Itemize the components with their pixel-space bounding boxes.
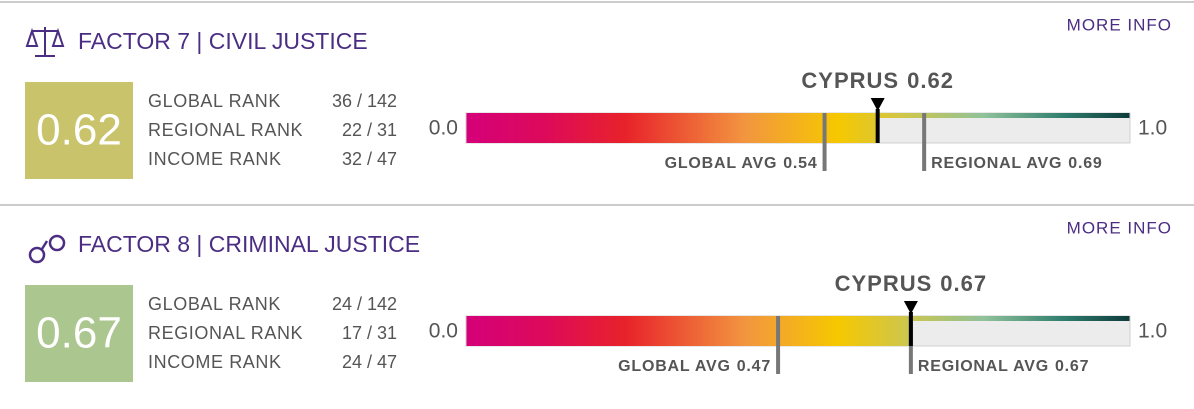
score-value: 0.67	[36, 309, 122, 358]
country-score: 0.62	[907, 68, 954, 93]
rank-value: 24 / 142	[332, 294, 397, 314]
average-name: REGIONAL AVG	[931, 155, 1062, 172]
rank-value: 32 / 47	[342, 149, 397, 169]
average-label: REGIONAL AVG 0.67	[918, 358, 1089, 375]
factor-title: FACTOR 7 | CIVIL JUSTICE	[78, 28, 368, 54]
average-label: GLOBAL AVG 0.47	[618, 358, 771, 375]
scales-icon	[25, 27, 65, 57]
country-name: CYPRUS	[835, 271, 933, 296]
score-fill	[466, 113, 878, 143]
average-value: 0.47	[737, 358, 771, 375]
country-marker	[870, 98, 885, 111]
rank-value: 36 / 142	[332, 91, 397, 111]
average-name: REGIONAL AVG	[918, 358, 1049, 375]
handcuffs-icon	[28, 234, 66, 264]
rank-value: 17 / 31	[342, 323, 397, 343]
rank-value: 22 / 31	[342, 120, 397, 140]
axis-end-label: 0.0	[429, 320, 458, 343]
country-name: CYPRUS	[801, 68, 899, 93]
score-fill	[466, 316, 911, 346]
rank-label: REGIONAL RANK	[148, 120, 303, 140]
more-info-link[interactable]: MORE INFO	[1067, 218, 1172, 237]
rank-label: REGIONAL RANK	[148, 323, 303, 343]
average-value: 0.67	[1055, 358, 1089, 375]
factor-title: FACTOR 8 | CRIMINAL JUSTICE	[78, 231, 420, 257]
average-value: 0.54	[783, 155, 817, 172]
score-box	[25, 82, 133, 179]
axis-end-label: 1.0	[1138, 117, 1167, 140]
rank-value: 24 / 47	[342, 352, 397, 372]
axis-end-label: 1.0	[1138, 320, 1167, 343]
rank-label: GLOBAL RANK	[148, 294, 281, 314]
axis-end-label: 0.0	[429, 117, 458, 140]
score-value: 0.62	[36, 106, 122, 155]
average-label: REGIONAL AVG 0.69	[931, 155, 1102, 172]
average-name: GLOBAL AVG	[665, 155, 778, 172]
rank-label: GLOBAL RANK	[148, 91, 281, 111]
score-box	[25, 285, 133, 382]
average-label: GLOBAL AVG 0.54	[665, 155, 818, 172]
average-value: 0.69	[1068, 155, 1102, 172]
country-marker	[903, 301, 918, 314]
rank-label: INCOME RANK	[148, 149, 282, 169]
country-score: 0.67	[940, 271, 987, 296]
country-label: CYPRUS 0.62	[801, 68, 954, 93]
rank-label: INCOME RANK	[148, 352, 282, 372]
country-label: CYPRUS 0.67	[835, 271, 988, 296]
average-name: GLOBAL AVG	[618, 358, 731, 375]
more-info-link[interactable]: MORE INFO	[1067, 15, 1172, 34]
